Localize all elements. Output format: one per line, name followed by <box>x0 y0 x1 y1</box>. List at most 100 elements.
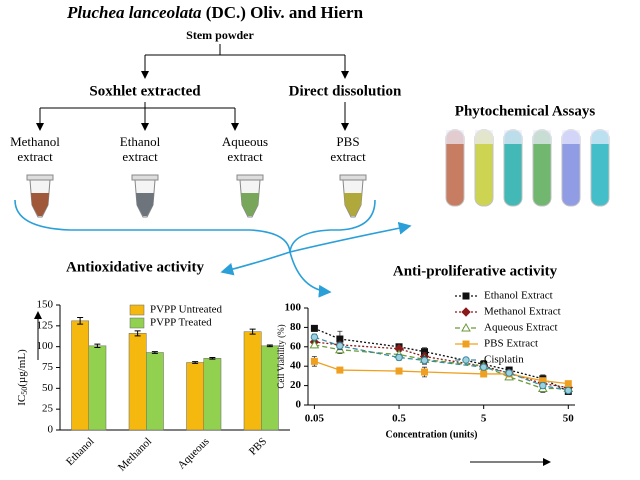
y-label-unit: (µg/mL) <box>16 349 28 387</box>
marker <box>336 366 344 374</box>
legend-label: PVPP Treated <box>150 317 212 329</box>
y-tick-label: 100 <box>285 302 302 314</box>
bar <box>203 358 222 431</box>
y-tick-label: 100 <box>37 340 54 352</box>
legend-label: PBS Extract <box>484 338 538 350</box>
marker <box>310 357 318 365</box>
method: Soxhlet extracted <box>89 83 201 99</box>
x-tick-label: Methanol <box>116 435 154 473</box>
y-tick-label: 75 <box>42 361 54 373</box>
x-tick-label: 0.05 <box>305 413 325 425</box>
y-tick-label: 60 <box>290 340 302 352</box>
series-line <box>314 341 569 389</box>
tube <box>236 174 264 218</box>
marker <box>462 292 470 300</box>
y-label-sub: 50 <box>20 387 29 395</box>
y-tick-label: 25 <box>42 403 54 415</box>
assay-tube-top <box>504 130 522 144</box>
x-tick-label: Ethanol <box>64 435 97 468</box>
y-axis-label: Cell Viability (%) <box>276 324 286 388</box>
x-tick-label: 0.5 <box>392 413 406 425</box>
marker <box>505 369 513 377</box>
marker <box>309 339 320 349</box>
legend-swatch <box>129 317 145 329</box>
assay-tube-top <box>533 130 551 144</box>
marker <box>395 367 403 375</box>
tube <box>339 174 367 218</box>
series-line <box>314 327 569 393</box>
error-bar <box>134 330 141 337</box>
series-line <box>314 344 569 390</box>
y-axis-label: IC50(µg/mL) <box>16 349 29 406</box>
tube-liquid <box>31 193 49 216</box>
marker <box>539 381 547 390</box>
error-bar <box>151 351 158 354</box>
tube-liquid <box>241 193 259 216</box>
marker <box>310 324 318 332</box>
marker <box>461 307 471 317</box>
extract-label: Ethanol <box>120 134 161 149</box>
species: Pluchea lanceolata <box>66 3 202 22</box>
legend-label: Methanol Extract <box>484 306 561 318</box>
error-bar <box>209 357 216 360</box>
bar <box>146 352 164 431</box>
assay-title: Phytochemical Assays <box>455 103 596 119</box>
extract-label: PBS <box>336 134 359 149</box>
brace <box>14 199 412 298</box>
marker <box>336 342 344 350</box>
activity: Antioxidative activity <box>66 259 204 275</box>
bar <box>88 345 107 431</box>
tube-cap <box>131 174 159 181</box>
error-bar <box>77 317 84 325</box>
x-tick-label: PBS <box>247 435 269 457</box>
flow-arrows <box>36 44 349 131</box>
extract-label: extract <box>122 149 158 164</box>
marker <box>480 370 488 378</box>
bar <box>186 362 204 431</box>
series-line <box>314 336 569 392</box>
bar <box>71 320 89 431</box>
tube-cap <box>236 174 264 181</box>
y-label-main: IC <box>16 395 28 406</box>
tube <box>26 174 54 218</box>
marker <box>462 356 470 364</box>
error-bar <box>266 344 273 348</box>
y-tick-label: 40 <box>290 360 302 372</box>
marker <box>564 380 572 388</box>
legend-label: PVPP Untreated <box>150 304 223 316</box>
bar <box>243 331 262 431</box>
marker <box>462 340 470 348</box>
activity: Anti-proliferative activity <box>393 263 558 279</box>
tube-liquid <box>136 193 154 216</box>
extract-label: extract <box>330 149 366 164</box>
extract-label: extract <box>227 149 263 164</box>
tube-cap <box>339 174 367 181</box>
legend-label: Aqueous Extract <box>484 322 558 334</box>
extract-label: Methanol <box>10 134 60 149</box>
extract-label: Aqueous <box>222 134 268 149</box>
marker <box>420 356 429 365</box>
x-tick-label: 5 <box>481 413 487 425</box>
legend-label: Cisplatin <box>484 354 524 366</box>
y-tick-label: 150 <box>37 299 54 311</box>
marker <box>564 386 572 395</box>
y-tick-label: 50 <box>42 382 54 394</box>
y-tick-label: 125 <box>37 319 54 331</box>
x-tick-label: Aqueous <box>176 435 212 471</box>
y-tick-label: 0 <box>296 399 302 411</box>
marker <box>421 368 429 376</box>
x-tick-label: 50 <box>563 413 575 425</box>
tube-liquid <box>344 193 362 216</box>
marker <box>395 353 403 362</box>
assay-tube-top <box>475 130 493 144</box>
authority: (DC.) Oliv. and Hiern <box>206 3 364 22</box>
series-line <box>314 360 569 385</box>
legend-label: Ethanol Extract <box>484 290 553 302</box>
marker <box>310 333 319 341</box>
assay-tube-top <box>446 130 464 144</box>
assay-tube-top <box>562 130 580 144</box>
marker <box>461 322 471 332</box>
legend-swatch <box>129 304 145 316</box>
y-tick-label: 80 <box>290 321 302 333</box>
